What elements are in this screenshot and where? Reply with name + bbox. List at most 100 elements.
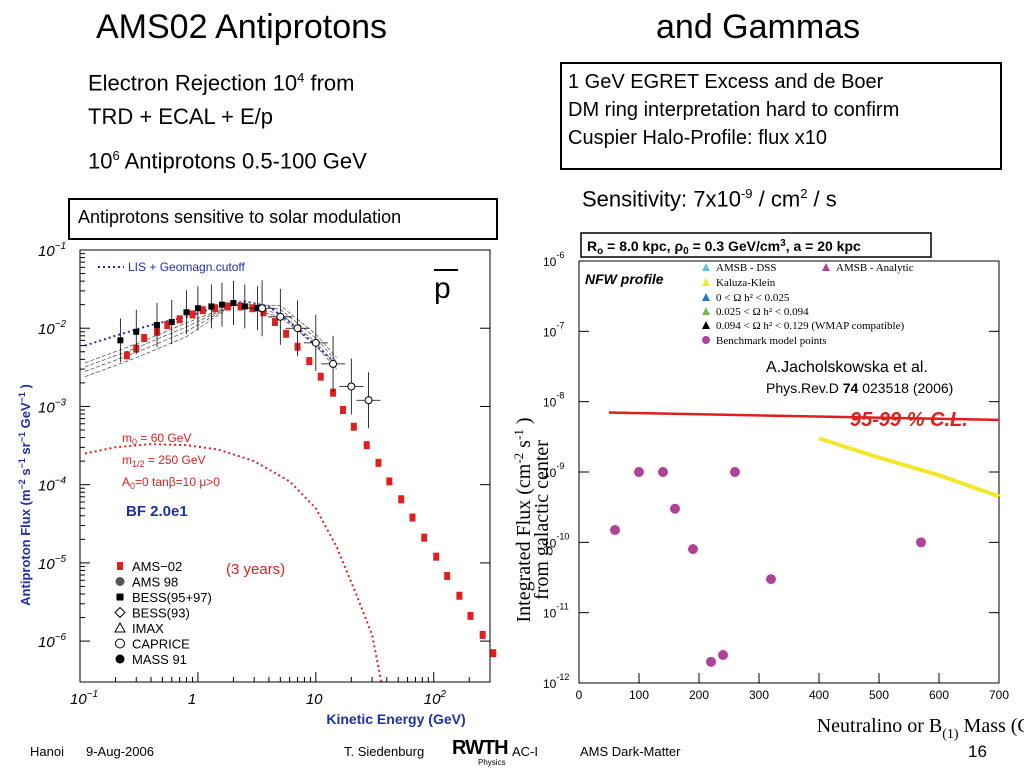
- footer-place: Hanoi: [30, 744, 64, 759]
- right-scatter-points: [609, 228, 1001, 681]
- right-x-tick-label: 200: [689, 688, 709, 702]
- legend-bess93-marker: [114, 606, 126, 619]
- benchmark-point: [670, 503, 680, 514]
- bess-point: [168, 319, 175, 326]
- m0-label: m0 = 60 GeV: [122, 431, 191, 447]
- ams02-point: [363, 441, 370, 450]
- ams02-point: [141, 333, 148, 342]
- bess-point: [241, 303, 248, 310]
- right-header-box: [580, 232, 932, 258]
- left-y-tick-label: 10−4: [38, 476, 67, 495]
- ams02-point: [433, 552, 440, 561]
- right-x-tick-label: 500: [869, 688, 889, 702]
- right-x-tick-label: 600: [929, 688, 949, 702]
- right-y-tick-label: 10-10: [543, 531, 569, 550]
- legend-mass91-marker: [115, 654, 125, 664]
- page-number: 16: [968, 742, 987, 761]
- legend-caprice-marker: [115, 638, 125, 649]
- footer-acl: AC-I: [512, 744, 538, 759]
- bess-point: [230, 300, 237, 307]
- legend-label: AMSB - Analytic: [836, 262, 914, 274]
- citation-journal: Phys.Rev.D 74 023518 (2006): [766, 380, 953, 396]
- ams02-point: [375, 458, 382, 467]
- ams02-point: [444, 571, 451, 580]
- ams02-point: [490, 649, 497, 658]
- benchmark-points: [610, 467, 926, 667]
- legend-label: 0.025 < Ω h² < 0.094: [716, 306, 809, 318]
- right-x-axis-label: Neutralino or B(1) Mass (GeV/c2): [817, 713, 1024, 742]
- right-x-tick-label: 700: [989, 688, 1009, 702]
- left-x-axis-label: Kinetic Energy (GeV): [326, 711, 465, 727]
- antiproton-chart: Antiproton Flux (m−2 s−1 sr−1 GeV−1 ) 10…: [17, 241, 497, 727]
- right-x-tick-label: 0: [576, 688, 583, 702]
- ams02-point: [386, 477, 393, 486]
- left-x-tick-label: 10: [306, 691, 323, 708]
- bess-point: [208, 303, 215, 310]
- caprice-point: [293, 324, 302, 333]
- egret-box: 1 GeV EGRET Excess and de Boer DM ring i…: [560, 62, 1002, 170]
- ams02-point: [330, 388, 337, 397]
- bess-point: [154, 321, 161, 328]
- pbar-symbol: p: [434, 272, 451, 305]
- right-x-ticks: 0 100 200 300 400 500 600 700: [576, 673, 1009, 702]
- ams02-point: [189, 310, 196, 319]
- right-x-tick-label: 100: [629, 688, 649, 702]
- bf-label: BF 2.0e1: [126, 503, 188, 520]
- left-x-tick-label: 102: [424, 689, 447, 708]
- left-y-tick-label: 10−6: [38, 632, 67, 651]
- right-x-tick-label: 400: [809, 688, 829, 702]
- ams02-point: [237, 302, 244, 311]
- kaluza-klein-line: [818, 436, 1000, 499]
- legend-bess9597-marker: [116, 593, 124, 601]
- left-band-line: [84, 304, 337, 370]
- legend-label: Kaluza-Klein: [716, 277, 776, 289]
- caprice-point: [258, 304, 267, 313]
- ams02-point: [123, 351, 130, 360]
- bf-curve: [84, 443, 383, 683]
- legend-label: AMS 98: [132, 575, 178, 590]
- a0-label: A0=0 tanβ=10 μ>0: [122, 475, 220, 491]
- m12-label: m1/2 = 250 GeV: [122, 453, 206, 469]
- benchmark-point: [916, 537, 926, 548]
- egret-line-1: 1 GeV EGRET Excess and de Boer: [568, 71, 884, 93]
- citation-authors: A.Jacholskowska et al.: [766, 359, 928, 376]
- legend-label: AMSB - DSS: [716, 262, 777, 274]
- bess-point: [183, 309, 190, 316]
- nfw-label: NFW profile: [585, 271, 664, 287]
- right-header-text: Ro = 8.0 kpc, ρ0 = 0.3 GeV/cm3, a = 20 k…: [587, 238, 861, 257]
- legend-label: 0 < Ω h² < 0.025: [716, 292, 790, 304]
- legend-marker: [702, 263, 710, 271]
- bess-point: [133, 328, 140, 335]
- footer-topic: AMS Dark-Matter: [580, 744, 681, 759]
- ams02-point: [398, 495, 405, 504]
- ams02-point: [199, 306, 206, 315]
- ams02-point: [176, 315, 183, 324]
- left-plot-frame: [79, 249, 491, 683]
- right-y-tick-label: 10-8: [543, 391, 564, 410]
- ams02-point: [409, 513, 416, 522]
- benchmark-point: [658, 467, 668, 477]
- legend-marker: [702, 293, 710, 301]
- ams02-point: [340, 406, 347, 415]
- cl-line: [608, 411, 1000, 422]
- benchmark-point: [766, 574, 776, 585]
- bess-point: [194, 305, 201, 312]
- years-label: (3 years): [226, 561, 285, 578]
- left-y-tick-label: 10−1: [38, 241, 66, 260]
- right-x-tick-label: 300: [749, 688, 769, 702]
- slide-title-right: and Gammas: [656, 8, 861, 46]
- left-x-ticks: 10−1 1 10 102: [70, 672, 491, 708]
- benchmark-point: [610, 524, 620, 535]
- caprice-point: [311, 338, 320, 347]
- ams02-point: [467, 611, 474, 620]
- egret-line-2: DM ring interpretation hard to confirm: [568, 99, 900, 121]
- ams02-point: [225, 302, 232, 311]
- ams02-point: [350, 422, 357, 431]
- ams02-point: [260, 308, 267, 317]
- left-band-line: [84, 304, 337, 368]
- left-y-tick-label: 10−3: [38, 397, 67, 416]
- legend-label: Benchmark model points: [716, 335, 827, 347]
- rwth-logo-sub: Physics: [478, 758, 506, 767]
- legend-label: 0.094 < Ω h² < 0.129 (WMAP compatible): [716, 320, 904, 332]
- left-x-tick-label: 10−1: [70, 689, 98, 708]
